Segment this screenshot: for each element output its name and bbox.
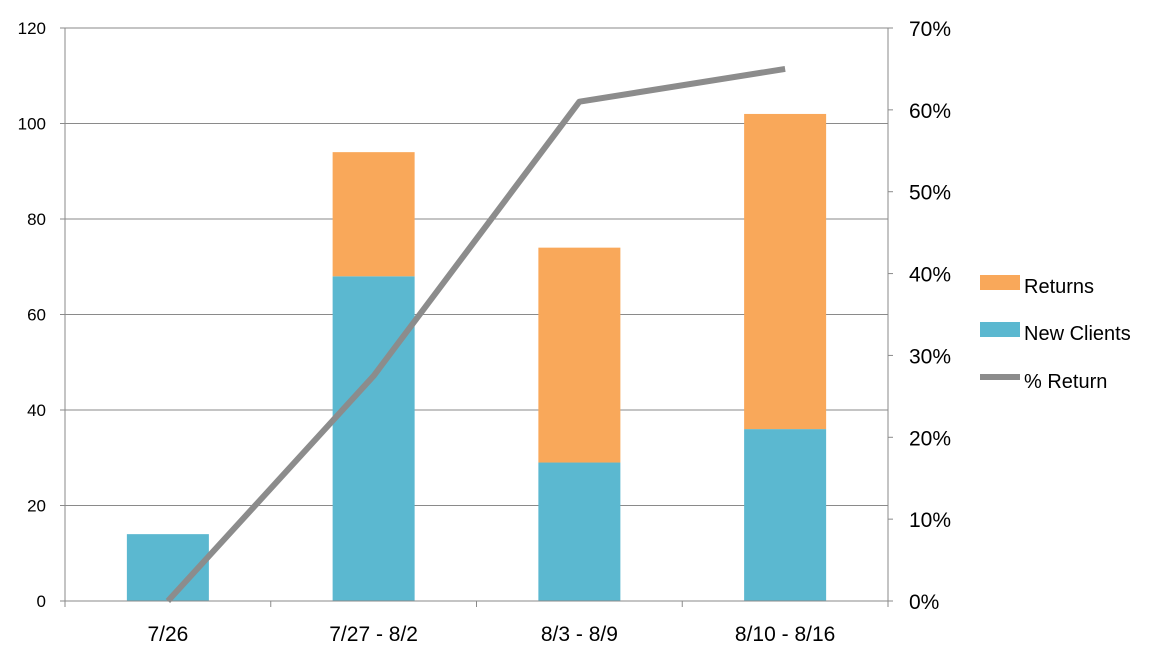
y-axis-right-tick-labels: 0% 10% 20% 30% 40% 50% 60% 70%	[909, 18, 951, 614]
bar-returns	[332, 152, 415, 277]
bar-new-clients	[538, 462, 621, 601]
x-tick-label: 7/27 - 8/2	[329, 623, 418, 646]
legend-swatch-new-clients	[980, 322, 1020, 337]
x-tick-label: 7/26	[147, 623, 188, 646]
legend-label: New Clients	[1024, 323, 1131, 345]
line-series	[165, 65, 786, 604]
y-left-tick-label: 80	[27, 210, 46, 229]
legend: Returns New Clients % Return	[980, 275, 1131, 393]
y-left-tick-label: 120	[18, 19, 46, 38]
y-right-tick-label: 20%	[909, 427, 951, 450]
y-left-tick-label: 60	[27, 306, 46, 325]
bar-new-clients	[744, 429, 827, 601]
y-left-tick-label: 0	[37, 592, 46, 611]
y-right-tick-label: 60%	[909, 100, 951, 123]
y-right-tick-label: 40%	[909, 264, 951, 287]
bar-returns	[744, 113, 827, 430]
y-right-tick-label: 70%	[909, 18, 951, 41]
x-tick-label: 8/3 - 8/9	[541, 623, 618, 646]
line-percent-return	[165, 65, 786, 604]
y-right-tick-label: 10%	[909, 509, 951, 532]
y-left-tick-label: 40	[27, 401, 46, 420]
y-right-tick-label: 0%	[909, 591, 939, 614]
legend-swatch-returns	[980, 275, 1020, 290]
axes	[60, 27, 893, 607]
y-left-tick-label: 100	[18, 115, 46, 134]
bar-new-clients	[332, 276, 415, 601]
x-tick-label: 8/10 - 8/16	[735, 623, 835, 646]
y-axis-left-tick-labels: 0 20 40 60 80 100 120	[18, 19, 46, 611]
bar-returns	[538, 247, 621, 463]
y-right-tick-label: 30%	[909, 345, 951, 368]
y-left-tick-label: 20	[27, 497, 46, 516]
x-axis-tick-labels: 7/26 7/27 - 8/2 8/3 - 8/9 8/10 - 8/16	[147, 623, 835, 646]
y-right-tick-label: 50%	[909, 182, 951, 205]
bars	[126, 113, 827, 601]
legend-label: Returns	[1024, 276, 1094, 298]
legend-label: % Return	[1024, 371, 1107, 393]
